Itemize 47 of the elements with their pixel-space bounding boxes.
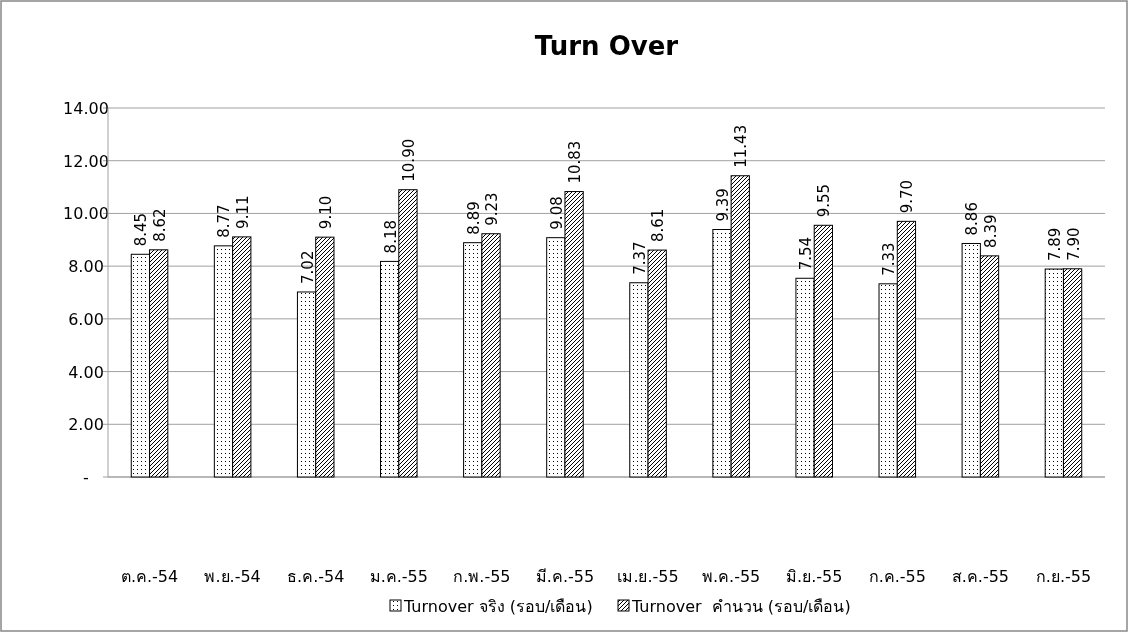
y-tick-label: 10.00 bbox=[63, 204, 109, 224]
data-label: 10.90 bbox=[399, 138, 418, 182]
data-label: 7.37 bbox=[630, 241, 649, 275]
data-label: 7.02 bbox=[298, 250, 317, 284]
data-label: 8.18 bbox=[381, 219, 400, 254]
y-tick-label: 6.00 bbox=[68, 309, 104, 329]
data-label: 8.61 bbox=[649, 208, 668, 243]
data-label: 9.11 bbox=[233, 195, 252, 229]
data-label: 8.89 bbox=[464, 201, 483, 235]
x-tick-label: ก.พ.-55 bbox=[453, 567, 511, 586]
legend-label: Turnover คำนวน (รอบ/เดือน) bbox=[631, 597, 851, 616]
data-label: 9.08 bbox=[547, 196, 566, 230]
data-label: 8.77 bbox=[215, 204, 234, 238]
x-tick-label: ต.ค.-54 bbox=[120, 567, 179, 586]
legend-label: Turnover จริง (รอบ/เดือน) bbox=[403, 597, 593, 616]
data-label: 10.83 bbox=[566, 140, 585, 184]
y-tick-label: 8.00 bbox=[68, 257, 104, 277]
data-label: 9.70 bbox=[898, 179, 917, 214]
x-tick-label: ส.ค.-55 bbox=[951, 567, 1010, 586]
data-label: 7.33 bbox=[880, 242, 899, 276]
x-tick-label: มิ.ย.-55 bbox=[786, 567, 843, 586]
data-label: 9.10 bbox=[316, 195, 335, 230]
y-tick-label: - bbox=[83, 468, 89, 487]
data-label: 8.39 bbox=[981, 214, 1000, 248]
y-tick-label: 2.00 bbox=[68, 415, 104, 435]
y-tick-label: 14.00 bbox=[63, 99, 109, 118]
x-tick-label: ก.ย.-55 bbox=[1035, 567, 1092, 586]
y-tick-label: 12.00 bbox=[63, 151, 109, 171]
data-label: 8.45 bbox=[132, 212, 151, 247]
data-label: 7.89 bbox=[1046, 227, 1065, 262]
chart-title: Turn Over bbox=[534, 31, 679, 61]
data-label: 11.43 bbox=[732, 124, 751, 168]
data-label: 9.55 bbox=[815, 183, 834, 218]
data-label: 7.90 bbox=[1064, 227, 1083, 261]
data-label: 9.23 bbox=[483, 192, 502, 226]
data-label: 9.39 bbox=[713, 188, 732, 222]
data-label: 7.54 bbox=[797, 236, 816, 271]
x-tick-label: ธ.ค.-54 bbox=[287, 567, 345, 586]
x-tick-label: ม.ค.-55 bbox=[369, 567, 428, 586]
x-tick-label: มี.ค.-55 bbox=[535, 567, 595, 586]
data-label: 8.62 bbox=[150, 208, 169, 242]
x-tick-label: พ.ย.-54 bbox=[204, 567, 261, 586]
x-tick-label: ก.ค.-55 bbox=[868, 567, 926, 586]
data-label: 8.86 bbox=[963, 202, 982, 236]
x-tick-label: เม.ย.-55 bbox=[617, 567, 679, 586]
y-tick-label: 4.00 bbox=[68, 362, 104, 382]
x-tick-label: พ.ค.-55 bbox=[701, 567, 761, 586]
